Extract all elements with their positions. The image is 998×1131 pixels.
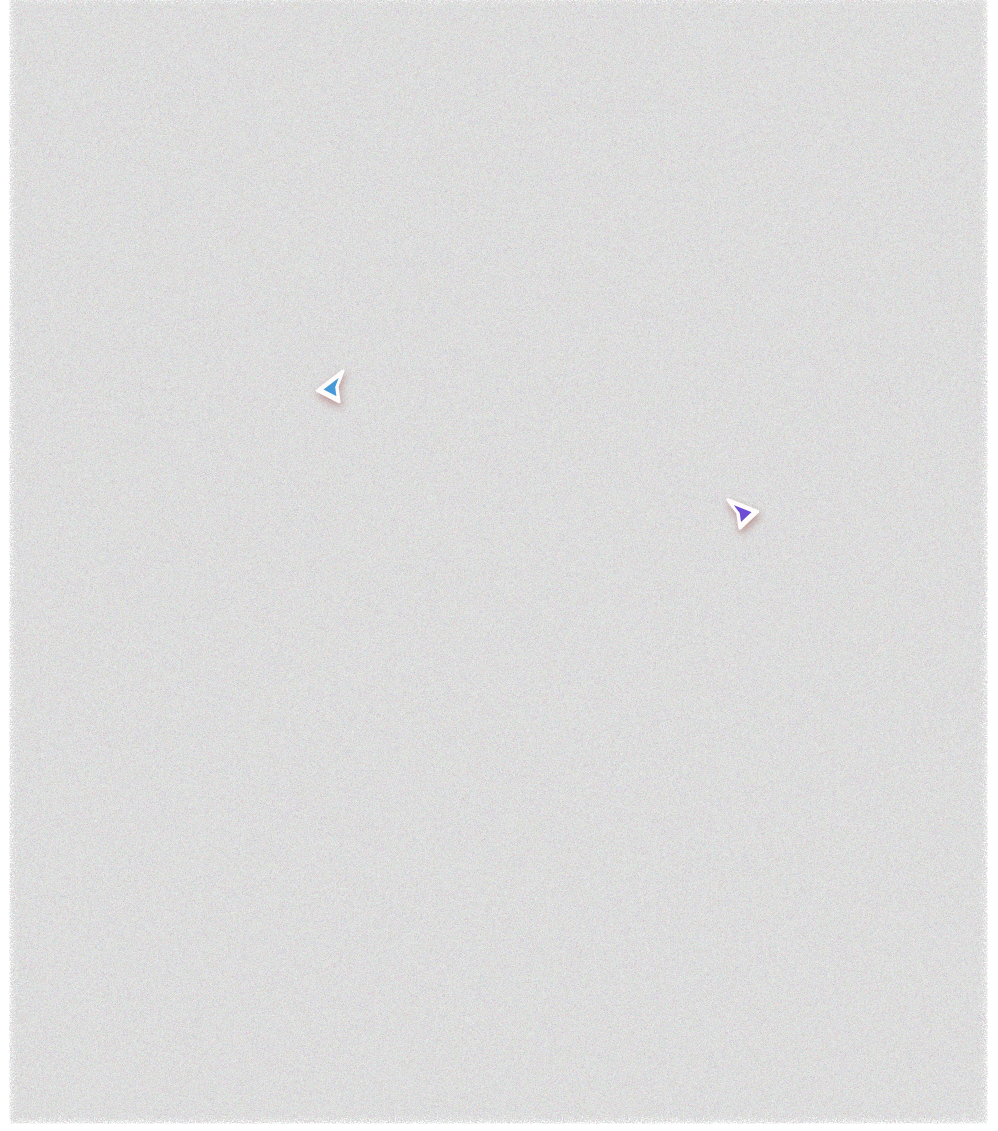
spray-blob-shape [62, 58, 935, 1063]
